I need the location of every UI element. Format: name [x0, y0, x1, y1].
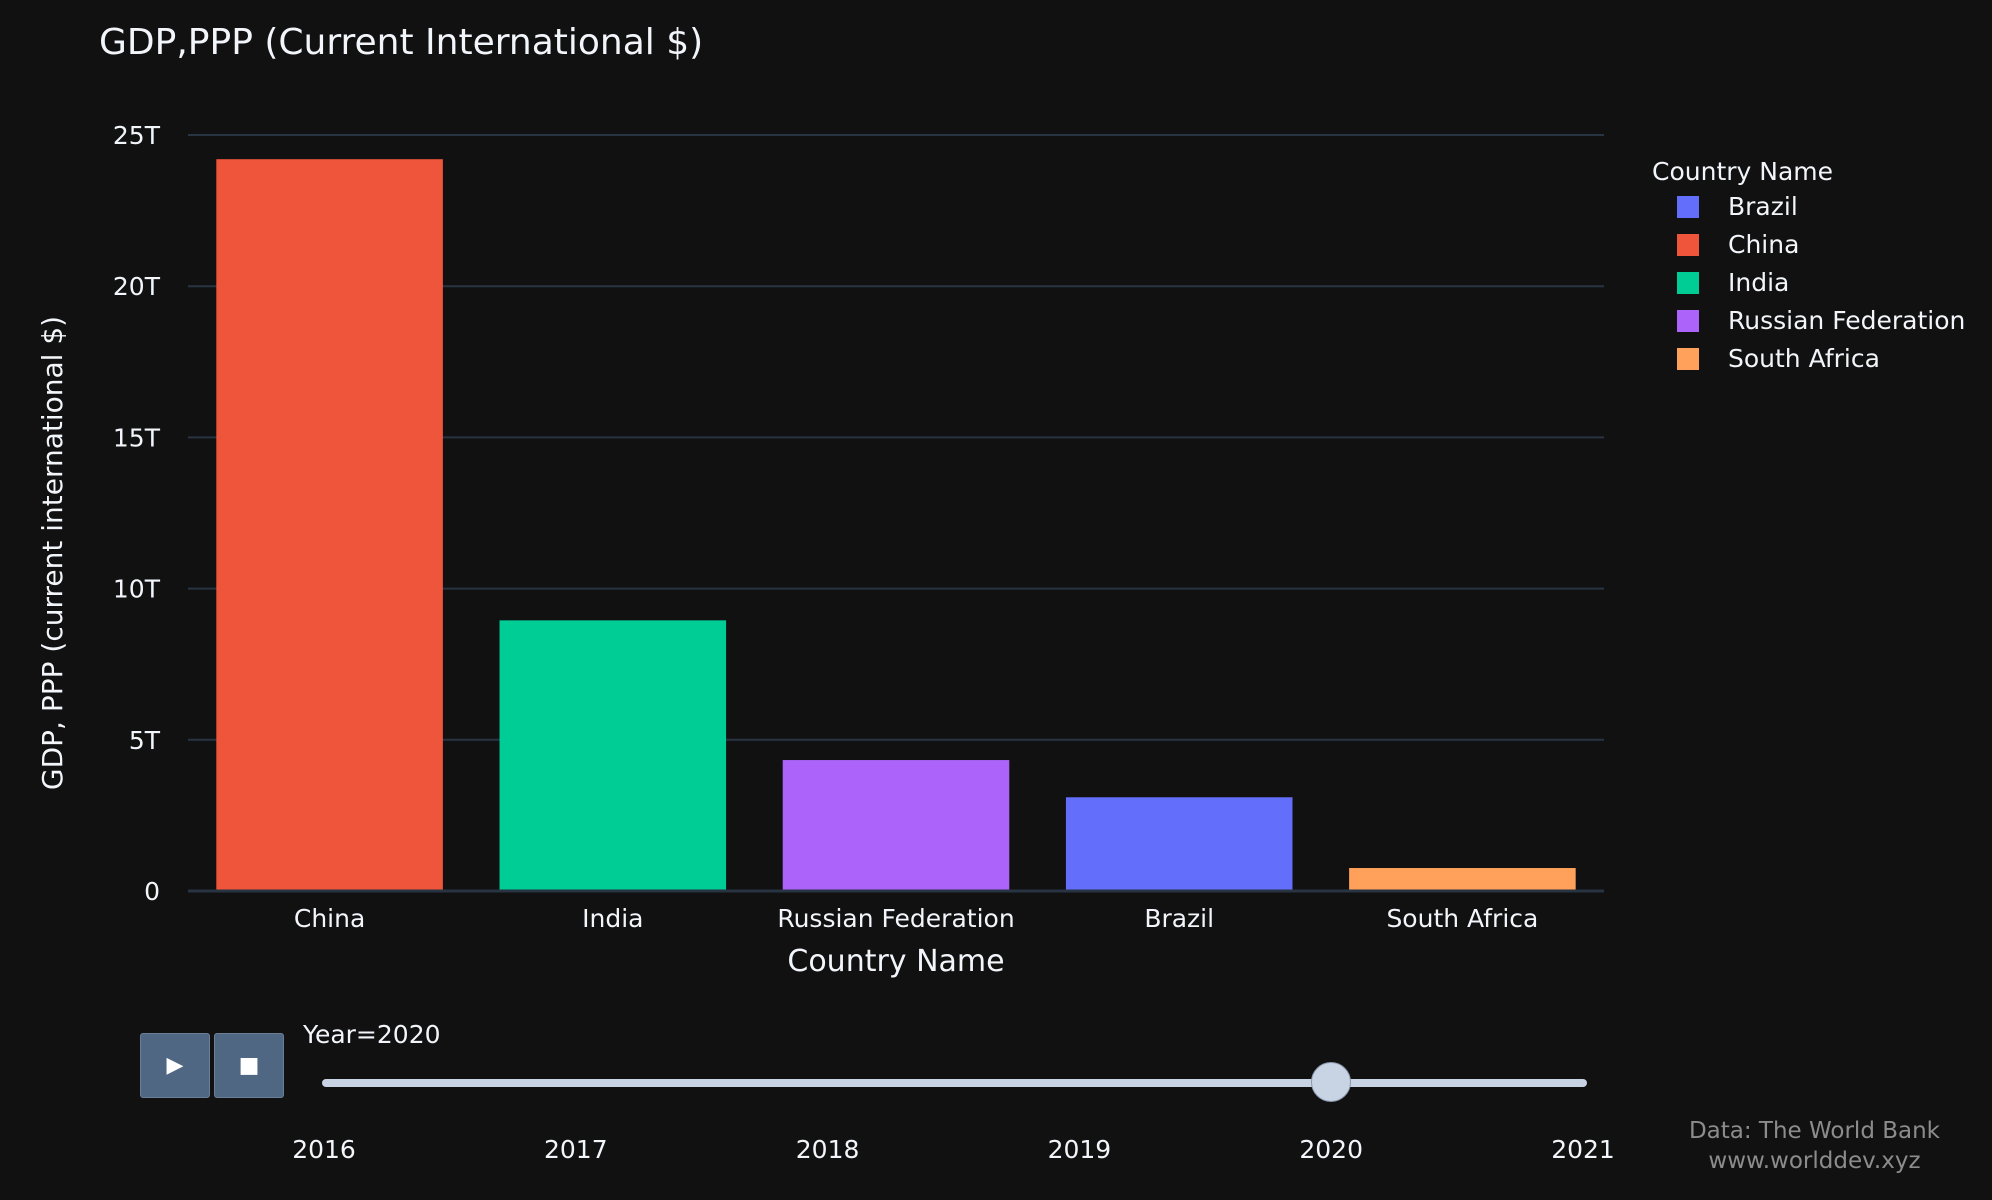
y-tick-label: 5T: [129, 726, 161, 755]
stop-button[interactable]: ■: [214, 1033, 284, 1098]
y-tick-label: 20T: [113, 272, 161, 301]
y-tick-label: 25T: [113, 121, 161, 150]
slider-prefix: Year=: [303, 1020, 377, 1049]
x-tick-label: South Africa: [1386, 904, 1538, 933]
chart-title: GDP,PPP (Current International $): [99, 22, 704, 63]
x-tick-label: Russian Federation: [777, 904, 1014, 933]
legend-swatch: [1677, 348, 1699, 370]
legend-label: Russian Federation: [1728, 306, 1966, 335]
bar-brazil[interactable]: [1065, 797, 1293, 891]
legend-item-south-africa[interactable]: South Africa: [1652, 340, 1965, 378]
source-line: Data: The World Bank: [1688, 1118, 1940, 1144]
y-tick-label: 10T: [113, 575, 161, 604]
x-tick-label: China: [294, 904, 365, 933]
slider-tick-2018[interactable]: 2018: [795, 1135, 860, 1164]
legend-swatch: [1677, 234, 1699, 256]
legend-title: Country Name: [1652, 157, 1834, 186]
slider-tick-2019[interactable]: 2019: [1047, 1135, 1112, 1164]
bar-chart: 0 5T 10T 15T 20T 25T China India Russian Federa…: [36, 121, 1604, 979]
source-url: www.worlddev.xyz: [1708, 1148, 1921, 1174]
legend-item-india[interactable]: India: [1652, 264, 1965, 302]
slider-current-year: 2020: [376, 1020, 441, 1049]
x-tick-label: India: [582, 904, 643, 933]
data-source-note: Data: The World Bank www.worlddev.xyz: [1689, 1116, 1940, 1176]
play-icon: ▶: [166, 1053, 184, 1078]
legend-swatch: [1677, 196, 1699, 218]
year-slider-rail[interactable]: [322, 1079, 1587, 1087]
stop-icon: ■: [238, 1053, 260, 1078]
slider-tick-2020[interactable]: 2020: [1299, 1135, 1363, 1164]
bar-india[interactable]: [499, 620, 727, 891]
legend-label: India: [1728, 268, 1790, 297]
legend-item-brazil[interactable]: Brazil: [1652, 188, 1965, 226]
bar-china[interactable]: [216, 159, 443, 891]
legend-item-china[interactable]: China: [1652, 226, 1965, 264]
y-tick-label: 15T: [113, 423, 161, 452]
legend: Country Name Brazil China India Russian …: [1652, 156, 1965, 378]
x-tick-label: Brazil: [1144, 904, 1214, 933]
bars: [216, 159, 1576, 891]
bar-russian-federation[interactable]: [782, 760, 1010, 891]
slider-tick-2016[interactable]: 2016: [292, 1135, 356, 1164]
legend-label: Brazil: [1728, 192, 1798, 221]
legend-swatch: [1677, 310, 1699, 332]
y-axis-title: GDP, PPP (current international $): [36, 316, 69, 790]
bar-south-africa[interactable]: [1349, 868, 1576, 891]
x-axis-ticks: China India Russian Federation Brazil South …: [294, 904, 1538, 933]
legend-label: South Africa: [1728, 344, 1880, 373]
y-tick-label: 0: [144, 877, 160, 906]
play-button[interactable]: ▶: [140, 1033, 210, 1098]
legend-swatch: [1677, 272, 1699, 294]
slider-current-label: Year=2020: [303, 1020, 441, 1049]
legend-label: China: [1728, 230, 1800, 259]
slider-tick-2021[interactable]: 2021: [1551, 1135, 1615, 1164]
x-axis-title: Country Name: [787, 944, 1004, 979]
legend-item-russian-federation[interactable]: Russian Federation: [1652, 302, 1965, 340]
slider-tick-2017[interactable]: 2017: [543, 1135, 608, 1164]
y-axis-ticks: 0 5T 10T 15T 20T 25T: [113, 121, 161, 906]
year-slider-handle[interactable]: [1311, 1062, 1352, 1102]
